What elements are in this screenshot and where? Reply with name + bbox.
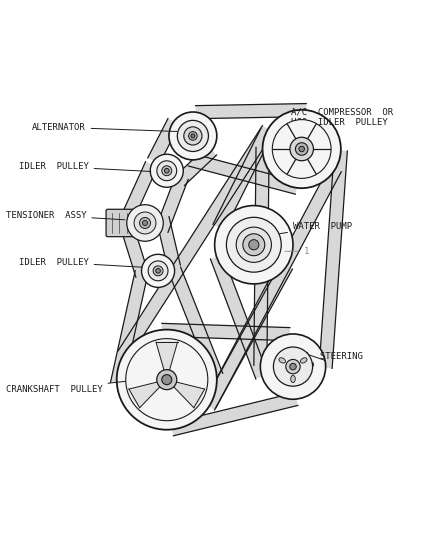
Circle shape	[134, 212, 156, 234]
Circle shape	[184, 127, 202, 145]
Circle shape	[164, 168, 169, 173]
Circle shape	[169, 112, 217, 160]
Polygon shape	[319, 150, 347, 368]
Polygon shape	[170, 393, 298, 436]
Circle shape	[236, 227, 272, 262]
Circle shape	[273, 347, 313, 386]
Circle shape	[157, 370, 177, 390]
Text: PWR  STEERING
PUMP: PWR STEERING PUMP	[293, 352, 363, 371]
Polygon shape	[122, 161, 157, 219]
Circle shape	[142, 221, 148, 225]
Circle shape	[177, 120, 208, 151]
Circle shape	[290, 364, 296, 370]
Polygon shape	[213, 128, 272, 230]
Circle shape	[148, 261, 168, 281]
Circle shape	[262, 110, 341, 188]
Circle shape	[140, 217, 151, 229]
Circle shape	[299, 146, 304, 152]
Polygon shape	[176, 146, 216, 185]
Polygon shape	[148, 118, 180, 164]
Polygon shape	[156, 217, 180, 268]
Circle shape	[286, 359, 300, 374]
Circle shape	[127, 205, 163, 241]
Polygon shape	[254, 147, 269, 365]
Circle shape	[162, 166, 172, 176]
Circle shape	[157, 161, 177, 181]
Circle shape	[272, 119, 331, 179]
Ellipse shape	[300, 358, 307, 363]
Polygon shape	[169, 267, 223, 378]
Circle shape	[189, 132, 197, 140]
Polygon shape	[118, 126, 273, 358]
Circle shape	[260, 334, 325, 399]
Text: TENSIONER  ASSY: TENSIONER ASSY	[6, 211, 125, 220]
Polygon shape	[129, 379, 167, 408]
Circle shape	[156, 269, 160, 273]
Circle shape	[141, 254, 175, 287]
Polygon shape	[188, 154, 299, 194]
Circle shape	[249, 240, 259, 250]
Circle shape	[191, 134, 195, 138]
Polygon shape	[162, 324, 290, 341]
Ellipse shape	[291, 375, 295, 383]
Text: IDLER  PULLEY: IDLER PULLEY	[19, 257, 142, 267]
Ellipse shape	[279, 358, 286, 363]
Text: ALTERNATOR: ALTERNATOR	[32, 123, 177, 132]
Polygon shape	[203, 263, 293, 410]
FancyBboxPatch shape	[106, 209, 151, 237]
Circle shape	[126, 338, 208, 421]
Polygon shape	[196, 103, 307, 119]
Polygon shape	[110, 271, 148, 385]
Circle shape	[290, 137, 314, 161]
Circle shape	[117, 329, 217, 430]
Circle shape	[226, 217, 281, 272]
Text: A/C  COMPRESSOR  OR
HCO  IDLER  PULLEY: A/C COMPRESSOR OR HCO IDLER PULLEY	[291, 108, 393, 135]
Polygon shape	[167, 379, 205, 408]
Polygon shape	[156, 341, 177, 379]
Circle shape	[150, 154, 184, 187]
Text: WATER  PUMP: WATER PUMP	[274, 222, 352, 235]
Text: 1: 1	[285, 247, 309, 256]
Circle shape	[215, 206, 293, 284]
Text: IDLER  PULLEY: IDLER PULLEY	[19, 162, 151, 172]
Circle shape	[243, 234, 265, 256]
Circle shape	[295, 143, 308, 155]
Circle shape	[153, 266, 163, 276]
Polygon shape	[156, 175, 188, 232]
Polygon shape	[210, 254, 268, 379]
Circle shape	[162, 375, 172, 385]
Polygon shape	[204, 166, 341, 408]
Text: CRANKSHAFT  PULLEY: CRANKSHAFT PULLEY	[6, 380, 138, 394]
Polygon shape	[121, 226, 148, 277]
